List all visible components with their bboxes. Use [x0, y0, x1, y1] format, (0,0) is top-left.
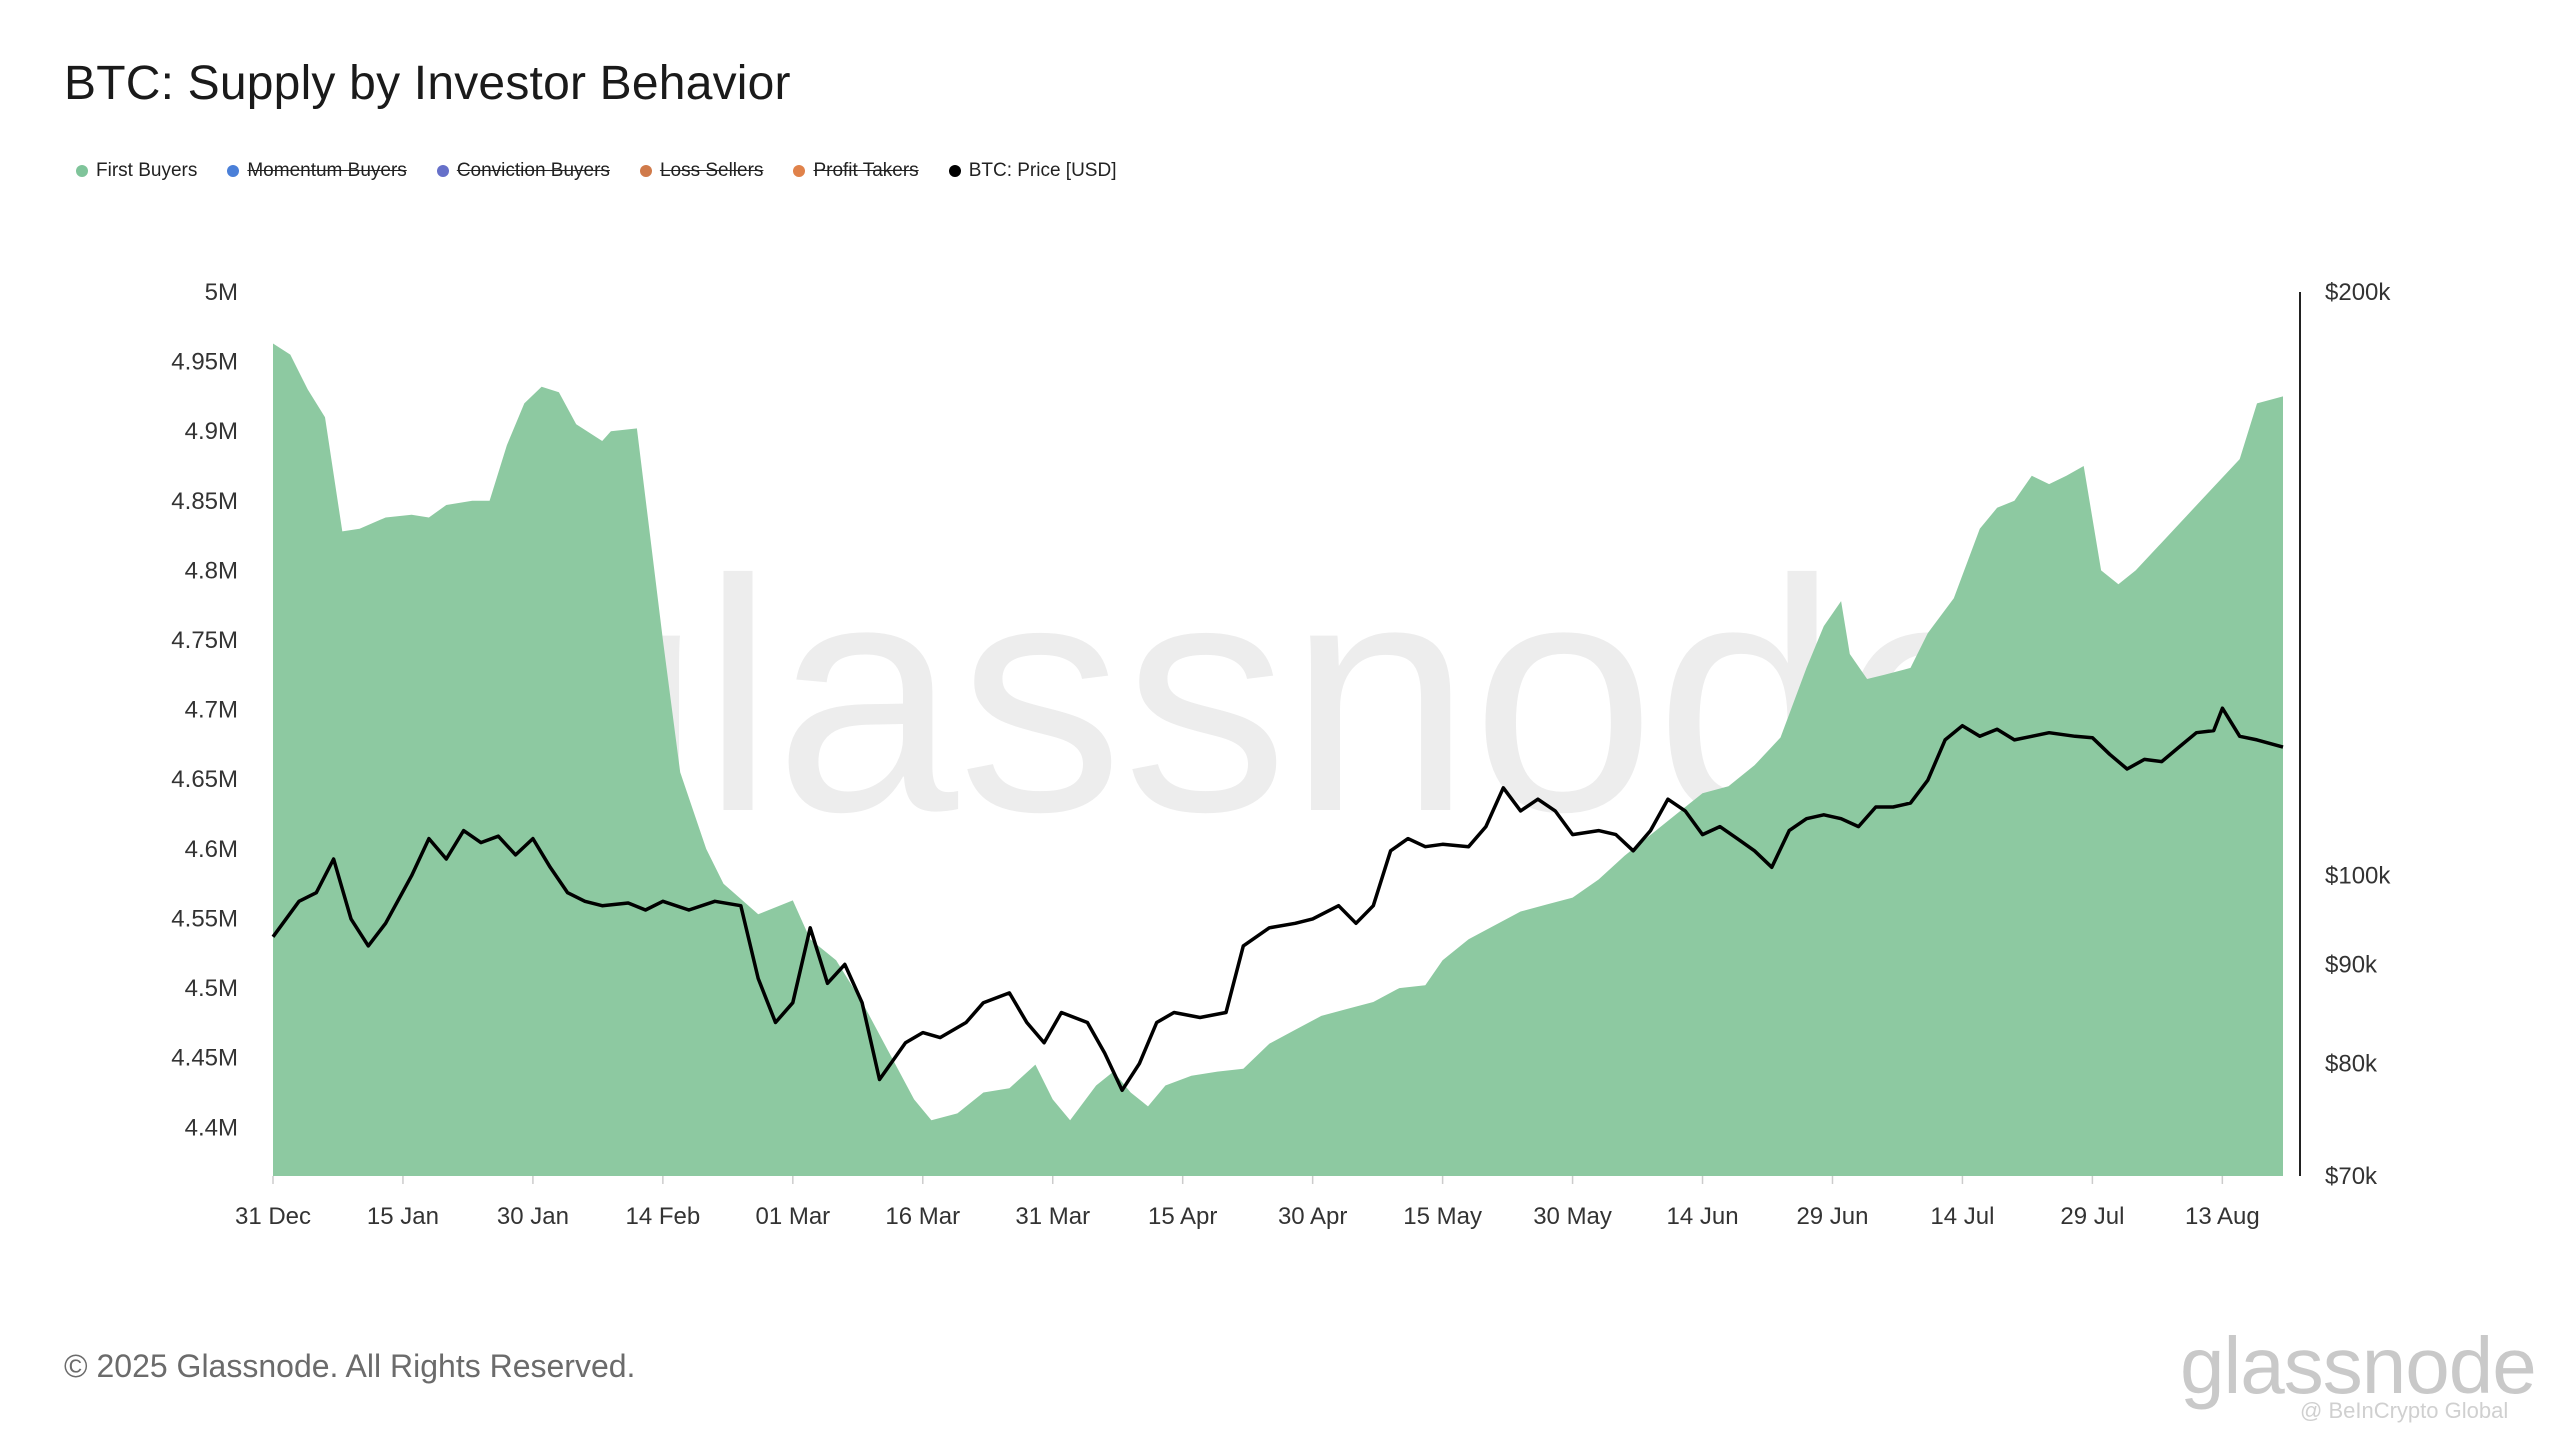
- x-tick-label: 14 Jul: [1930, 1203, 1994, 1230]
- legend-label: Loss Sellers: [659, 160, 764, 181]
- legend-item-loss-sellers[interactable]: Loss Sellers: [639, 160, 764, 182]
- x-tick-label: 30 Jan: [497, 1203, 569, 1230]
- y-right-tick-label: $100k: [2325, 863, 2391, 890]
- y-left-tick-label: 4.5M: [185, 975, 238, 1002]
- legend-item-profit-takers[interactable]: Profit Takers: [793, 160, 919, 182]
- y-left-tick-label: 4.55M: [171, 905, 238, 932]
- legend-label: Profit Takers: [813, 160, 919, 181]
- legend-label: Conviction Buyers: [456, 160, 610, 181]
- legend-item-momentum-buyers[interactable]: Momentum Buyers: [227, 160, 407, 182]
- series-line-group: [271, 706, 2284, 1093]
- y-left-tick-label: 4.95M: [171, 349, 238, 376]
- legend-label: First Buyers: [96, 160, 198, 181]
- x-tick-label: 30 May: [1533, 1203, 1612, 1230]
- x-tick-label: 30 Apr: [1278, 1203, 1347, 1230]
- y-left-tick-label: 4.4M: [185, 1114, 238, 1141]
- y-left-tick-label: 4.75M: [171, 627, 238, 654]
- legend-item-btc-price[interactable]: BTC: Price [USD]: [948, 160, 1117, 182]
- x-tick-label: 31 Mar: [1015, 1203, 1090, 1230]
- legend-item-first-buyers[interactable]: First Buyers: [76, 160, 197, 182]
- y-left-tick-label: 4.8M: [185, 557, 238, 584]
- y-left-tick-label: 4.6M: [185, 836, 238, 863]
- x-tick-label: 01 Mar: [755, 1203, 830, 1230]
- chart-title: BTC: Supply by Investor Behavior: [64, 57, 791, 110]
- legend-dot-momentum-buyers: [227, 165, 240, 177]
- y-axis-left: 4.4M 4.45M 4.5M 4.55M 4.6M 4.65M 4.7M 4.75M 4.8M…: [171, 279, 238, 1141]
- copyright-text: © 2025 Glassnode. All Rights Reserved.: [64, 1348, 636, 1384]
- series-line-btc-price: [271, 706, 2284, 1093]
- y-right-tick-label: $90k: [2325, 951, 2378, 978]
- x-tick-label: 16 Mar: [885, 1203, 960, 1230]
- legend-dot-btc-price: [948, 165, 961, 177]
- legend-dot-first-buyers: [76, 165, 88, 177]
- series-area-first-buyers: [273, 343, 2283, 1176]
- x-tick-label: 31 Dec: [235, 1203, 311, 1230]
- y-left-tick-label: 4.45M: [171, 1045, 238, 1072]
- y-right-tick-label: $200k: [2325, 279, 2391, 306]
- x-tick-label: 15 May: [1403, 1203, 1482, 1230]
- x-tick-label: 29 Jun: [1796, 1203, 1868, 1230]
- y-left-tick-label: 4.7M: [185, 697, 238, 724]
- x-tick-label: 14 Jun: [1666, 1203, 1738, 1230]
- y-right-tick-label: $80k: [2325, 1051, 2378, 1078]
- x-tick-label: 14 Feb: [626, 1203, 701, 1230]
- series-area-group: [273, 343, 2283, 1176]
- x-tick-label: 15 Apr: [1148, 1203, 1217, 1230]
- legend-dot-profit-takers: [793, 165, 806, 177]
- y-left-tick-label: 4.65M: [171, 766, 238, 793]
- y-right-tick-label: $70k: [2325, 1163, 2378, 1190]
- y-left-tick-label: 4.85M: [171, 488, 238, 515]
- glassnode-logo: glassnode: [2180, 1321, 2537, 1410]
- x-tick-label: 13 Aug: [2185, 1203, 2260, 1230]
- legend-dot-conviction-buyers: [436, 165, 449, 177]
- y-left-tick-label: 4.9M: [185, 418, 238, 445]
- legend-label: BTC: Price [USD]: [968, 160, 1117, 181]
- x-tick-label: 29 Jul: [2060, 1203, 2124, 1230]
- legend: First Buyers Momentum Buyers Conviction …: [76, 160, 1117, 182]
- y-axis-right: $70k $80k $90k $100k $200k: [2299, 279, 2391, 1190]
- y-left-tick-label: 5M: [205, 279, 238, 306]
- legend-label: Momentum Buyers: [247, 160, 407, 181]
- legend-dot-loss-sellers: [639, 165, 652, 177]
- credit-text: @ BeInCrypto Global: [2300, 1398, 2509, 1423]
- x-axis: 31 Dec 15 Jan 30 Jan 14 Feb 01 Mar 16 Mar 31 M…: [235, 1176, 2260, 1230]
- legend-item-conviction-buyers[interactable]: Conviction Buyers: [436, 160, 610, 182]
- x-tick-label: 15 Jan: [367, 1203, 439, 1230]
